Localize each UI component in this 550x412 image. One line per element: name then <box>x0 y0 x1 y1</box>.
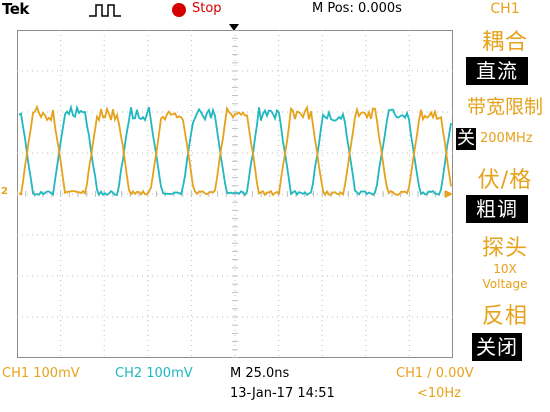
volts-div-label: 伏/格 <box>477 168 533 193</box>
trigger-readout: CH1 ∕ 0.00V <box>396 366 474 381</box>
probe-type[interactable]: Voltage <box>482 277 528 291</box>
probe-attenuation[interactable]: 10X <box>493 262 517 276</box>
brand-logo: Tek <box>2 0 29 18</box>
invert-label: 反相 <box>481 304 528 329</box>
menu-title: CH1 <box>490 1 520 17</box>
ch1-scale-readout: CH1 100mV <box>2 366 80 381</box>
trigger-level-marker-icon <box>445 190 453 198</box>
date-time-readout: 13-Jan-17 14:51 <box>230 386 335 401</box>
volts-div-value-button[interactable]: 粗调 <box>466 195 528 223</box>
top-status-bar: Tek Stop M Pos: 0.000s <box>0 0 460 22</box>
coupling-label: 耦合 <box>481 30 528 55</box>
acquisition-status[interactable]: Stop <box>192 1 222 16</box>
trigger-position-marker-icon <box>229 24 239 31</box>
ch2-ground-marker: 2 <box>1 186 8 197</box>
probe-label: 探头 <box>481 236 528 261</box>
trigger-frequency-readout: <10Hz <box>417 386 462 401</box>
bandwidth-limit-label: 带宽限制 <box>466 96 543 118</box>
coupling-value-button[interactable]: 直流 <box>466 57 528 85</box>
ch2-scale-readout: CH2 100mV <box>115 366 193 381</box>
waveform-display[interactable] <box>17 30 453 358</box>
channel-menu: CH1 耦合 直流 带宽限制 伏/格 粗调 探头 10X Voltage 反相 … <box>460 0 550 365</box>
pulse-trigger-icon <box>89 4 121 17</box>
bandwidth-limit-state-button[interactable]: 关 <box>456 128 476 150</box>
ch1-waveform <box>18 104 452 197</box>
invert-value-button[interactable]: 关闭 <box>472 333 522 361</box>
stop-dot-icon <box>172 3 186 17</box>
timebase-readout: M 25.0ns <box>230 366 290 381</box>
horizontal-position: M Pos: 0.000s <box>312 1 402 16</box>
bandwidth-limit-value: 200MHz <box>480 131 533 146</box>
